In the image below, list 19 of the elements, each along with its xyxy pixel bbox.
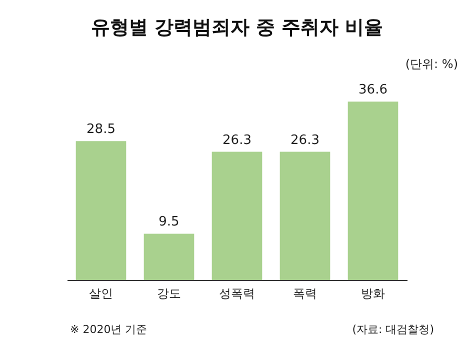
x-tick-label: 폭력 xyxy=(293,286,317,300)
data-label: 9.5 xyxy=(158,214,180,230)
bar xyxy=(348,102,398,280)
bar xyxy=(76,141,126,280)
data-label: 26.3 xyxy=(290,132,320,148)
bar xyxy=(280,152,330,280)
text: (단위: %) xyxy=(405,56,458,73)
data-label: 26.3 xyxy=(222,132,252,148)
x-tick-label: 살인 xyxy=(89,286,113,300)
text: ※ 2020년 기준 xyxy=(70,322,148,337)
x-tick-label: 강도 xyxy=(157,286,181,300)
bar xyxy=(144,234,194,280)
chart-title: 유형별 강력범죄자 중 주취자 비율 xyxy=(90,16,384,39)
text: (자료: 대검찰청) xyxy=(352,322,434,337)
bar xyxy=(212,152,262,280)
x-tick-label: 방화 xyxy=(361,286,385,300)
x-tick-label: 성폭력 xyxy=(219,286,255,300)
data-label: 36.6 xyxy=(358,82,388,98)
data-label: 28.5 xyxy=(86,122,116,138)
